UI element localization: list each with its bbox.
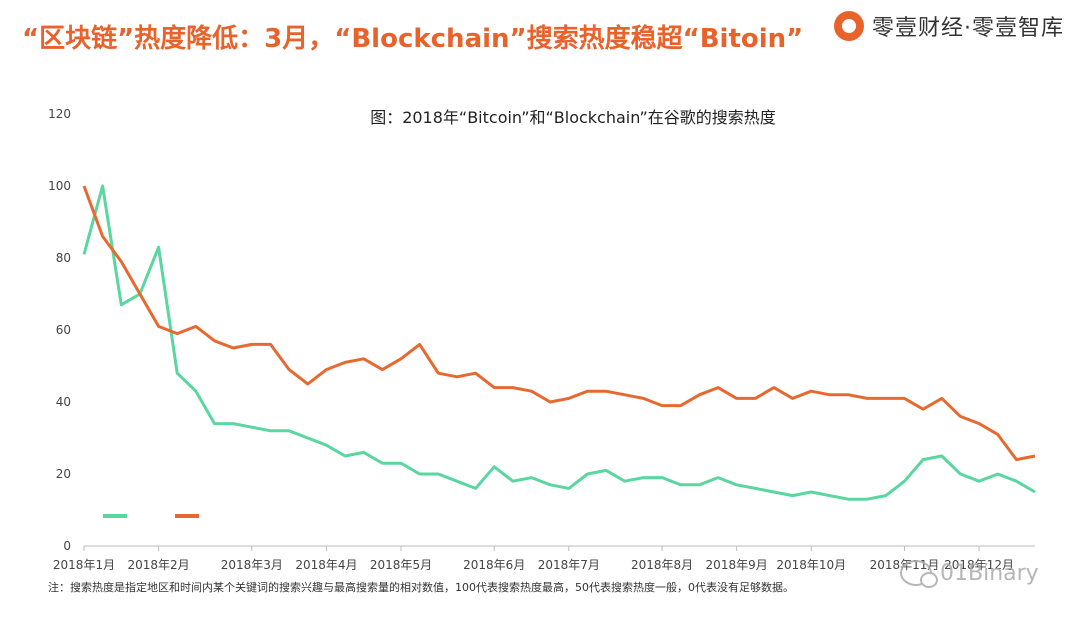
x-tick-label: 2018年6月 <box>463 558 525 572</box>
y-tick-label: 20 <box>56 467 71 481</box>
x-tick-label: 2018年1月 <box>53 558 115 572</box>
x-tick-label: 2018年4月 <box>295 558 357 572</box>
y-axis-ticks: 0 20 40 60 80 100 120 <box>48 107 71 553</box>
series-line-1 <box>82 184 1036 501</box>
watermark: 01Binary <box>900 560 1039 588</box>
x-tick-label: 2018年8月 <box>631 558 693 572</box>
brand-name: 零壹财经·零壹智库 <box>872 16 1064 41</box>
y-tick-label: 120 <box>48 107 71 121</box>
y-tick-label: 100 <box>48 179 71 193</box>
y-tick-label: 40 <box>56 395 71 409</box>
y-tick-label: 0 <box>63 539 71 553</box>
x-tick-label: 2018年9月 <box>706 558 768 572</box>
x-tick-label: 2018年2月 <box>127 558 189 572</box>
series-lines <box>82 184 1036 501</box>
x-tick-label: 2018年12月 <box>944 558 1014 572</box>
watermark-text: 01Binary <box>940 560 1039 586</box>
chart-title: 图：2018年“Bitcoin”和“Blockchain”在谷歌的搜索热度 <box>370 108 776 127</box>
x-tick-label: 2018年7月 <box>538 558 600 572</box>
x-axis-ticks: 2018年1月 2018年2月 2018年3月 2018年4月 2018年5月 2018年… <box>53 546 1014 572</box>
headline-title: “区块链”热度降低：3月，“Blockchain”搜索热度稳超“Bitoin” <box>22 24 804 54</box>
y-tick-label: 60 <box>56 323 71 337</box>
series-line-2 <box>82 185 1036 462</box>
wechat-icon <box>900 560 938 588</box>
x-tick-label: 2018年3月 <box>221 558 283 572</box>
brand: 零壹财经·零壹智库 <box>834 10 1064 42</box>
x-tick-label: 2018年10月 <box>776 558 846 572</box>
footnote: 注：搜索热度是指定地区和时间内某个关键词的搜索兴趣与最高搜索量的相对数值，100… <box>48 581 794 594</box>
y-tick-label: 80 <box>56 251 71 265</box>
a-logo-icon <box>834 11 864 41</box>
x-tick-label: 2018年5月 <box>370 558 432 572</box>
